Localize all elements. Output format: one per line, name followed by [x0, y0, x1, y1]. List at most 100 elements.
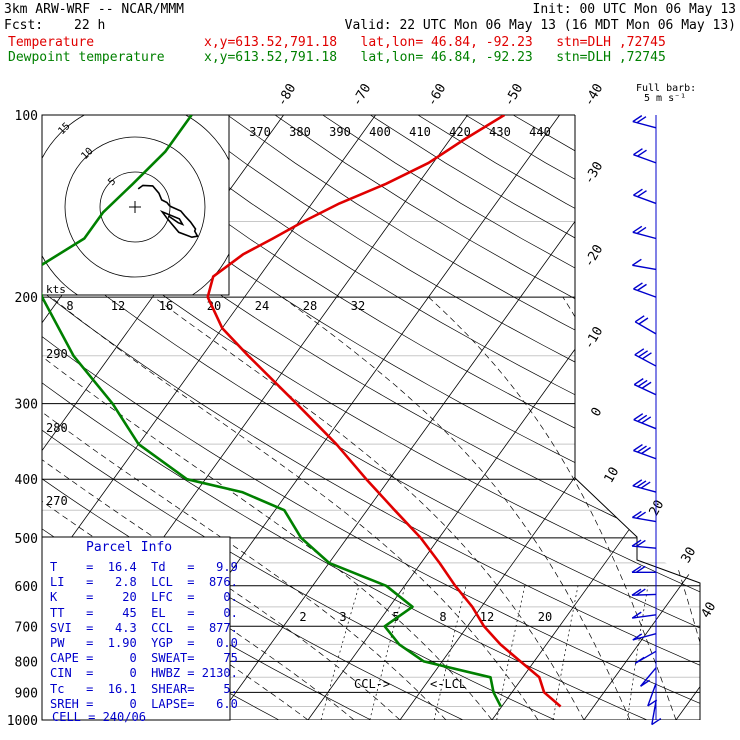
dry-adiabat	[465, 115, 700, 720]
isotherm	[42, 115, 376, 720]
mixing-ratio-top-label: 8	[66, 299, 73, 313]
barb-staff	[633, 449, 657, 460]
temperature-location: x,y=613.52,791.18 lat,lon= 46.84, -92.23…	[204, 35, 666, 50]
barb-flag	[631, 611, 642, 619]
barb-staff	[632, 516, 657, 523]
dry-adiabat	[42, 115, 700, 720]
temperature-line	[206, 115, 562, 708]
pressure-label-700: 700	[15, 620, 38, 635]
pressure-label-600: 600	[15, 580, 38, 595]
barb-flag	[637, 149, 647, 157]
hodograph-trace-group	[137, 184, 199, 239]
full-barb-label: Full barb:	[636, 83, 697, 94]
barb-flag	[640, 481, 651, 489]
barb-flag	[631, 539, 642, 547]
barb-staff	[634, 321, 657, 335]
mixing-ratio-low-label: 12	[480, 610, 494, 624]
parcel-row: PW = 1.90 YGP = 0.0	[50, 636, 238, 650]
dry-adiabat	[417, 115, 700, 720]
wind-barb	[631, 565, 656, 574]
moist-adiabat	[42, 296, 493, 720]
barb-staff	[633, 154, 657, 164]
barb-staff	[632, 231, 657, 240]
barb-flag	[637, 445, 647, 453]
isotherm-label: 10	[602, 465, 623, 486]
parcel-row: CAPE = 0 SWEAT= 75	[50, 651, 238, 666]
barb-flag	[631, 588, 642, 596]
dry-adiabat	[42, 115, 700, 720]
mixing-ratio-low-label: 20	[538, 610, 552, 624]
wind-barb	[651, 700, 662, 726]
model-title: 3km ARW-WRF -- NCAR/MMM	[4, 2, 185, 17]
dry-adiabat	[512, 115, 700, 720]
wind-barb	[632, 633, 657, 641]
barb-staff	[647, 683, 657, 707]
mixing-ratio-top-label: 28	[303, 299, 317, 313]
parcel-row: SREH = 0 LAPSE= 6.0	[50, 696, 238, 711]
theta-label: 440	[529, 125, 551, 139]
valid-time: Valid: 22 UTC Mon 06 May 13 (16 MDT Mon …	[344, 18, 736, 33]
dewpoint-location: x,y=613.52,791.18 lat,lon= 46.84, -92.23…	[204, 50, 666, 65]
barb-staff	[632, 485, 657, 493]
barb-flag	[641, 446, 651, 455]
hodograph-ring	[64, 136, 206, 278]
moist-adiabat	[281, 296, 631, 720]
wind-barb	[633, 378, 657, 396]
mixing-ratio-low-label: 2	[299, 610, 306, 624]
pressure-label-800: 800	[15, 655, 38, 670]
wind-barb	[633, 282, 657, 298]
barb-flag	[637, 283, 647, 291]
isotherm-label: -20	[582, 242, 607, 270]
barb-staff	[632, 633, 657, 641]
wind-barb	[634, 315, 657, 335]
barb-flag	[651, 717, 662, 726]
ccl-annotation: CCL->	[354, 677, 391, 691]
barb-staff	[633, 419, 657, 430]
wind-barb	[633, 188, 657, 205]
hodograph-ring	[99, 171, 171, 243]
theta-label: 380	[289, 125, 311, 139]
moist-adiabat	[42, 333, 447, 720]
wind-barb	[633, 443, 657, 460]
isotherm	[675, 115, 700, 720]
mixing-ratio-labels: 8 12 16 20 24 28 322 3 5 8 12 20	[66, 299, 552, 624]
dry-adiabat	[84, 115, 700, 720]
barb-flag	[636, 480, 647, 488]
barb-flag	[633, 413, 644, 421]
isotherm-label: -50	[502, 81, 527, 109]
barb-flag	[641, 416, 652, 424]
theta-label: 390	[329, 125, 351, 139]
pressure-label-200: 200	[15, 291, 38, 306]
parcel-info-box	[41, 536, 231, 721]
pressure-axis: 100 200 300 400 500 600 700 800 900 1000	[7, 109, 38, 729]
barb-flag	[631, 565, 642, 573]
barb-flag	[642, 352, 652, 360]
wind-barb	[631, 510, 657, 523]
barb-flag	[632, 225, 643, 233]
barb-staff	[640, 667, 657, 687]
barb-flag	[633, 188, 643, 196]
theta-left-label: 290	[46, 347, 68, 361]
init-time: Init: 00 UTC Mon 06 May 13	[532, 2, 737, 17]
barb-staff	[633, 194, 657, 205]
isotherm	[583, 115, 700, 720]
dry-adiabat	[227, 115, 700, 720]
barb-flag	[637, 379, 648, 388]
wind-barb	[631, 539, 657, 549]
dewpoint-line	[42, 115, 502, 708]
moist-adiabat	[153, 296, 585, 720]
dry-adiabat	[42, 115, 556, 720]
pressure-label-300: 300	[15, 398, 38, 413]
parcel-row: Tc = 16.1 SHEAR= 5.	[50, 681, 238, 696]
dry-adiabat	[131, 115, 700, 720]
dry-adiabat	[274, 115, 700, 720]
dry-adiabat	[42, 115, 700, 720]
barb-staff	[632, 264, 657, 271]
barb-flag	[636, 116, 647, 124]
theta-label: 400	[369, 125, 391, 139]
barb-flag	[634, 348, 645, 356]
barb-flag	[636, 539, 646, 548]
parcel-row: LI = 2.8 LCL = 876.	[50, 575, 238, 590]
isotherm-label: -70	[350, 81, 375, 109]
